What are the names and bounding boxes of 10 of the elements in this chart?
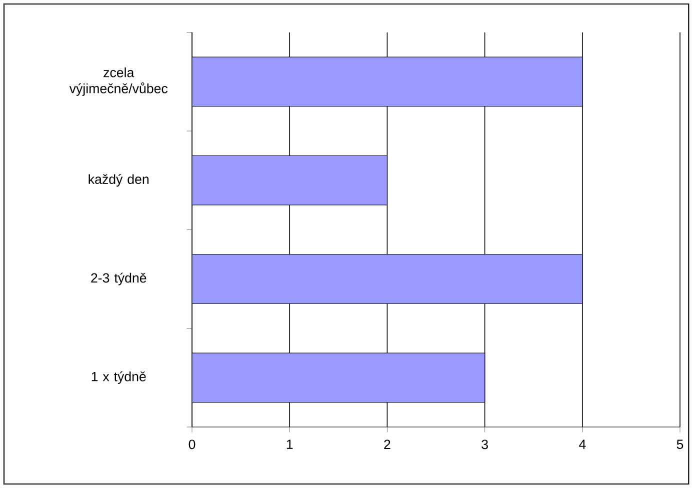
y-tick-label: zcela výjimečně/vůbec — [69, 67, 168, 96]
y-tick-label: každý den — [88, 174, 149, 187]
x-tick-label: 3 — [482, 440, 488, 450]
x-tick-label: 1 — [286, 440, 293, 449]
x-tick-label: 5 — [676, 440, 684, 449]
x-tick-label: 0 — [188, 440, 196, 450]
x-tick-label: 2 — [384, 440, 390, 450]
y-tick-label: 1 x týdně — [92, 371, 146, 384]
y-tick-label: 2-3 týdně — [91, 272, 146, 286]
x-tick-label: 4 — [579, 440, 586, 449]
